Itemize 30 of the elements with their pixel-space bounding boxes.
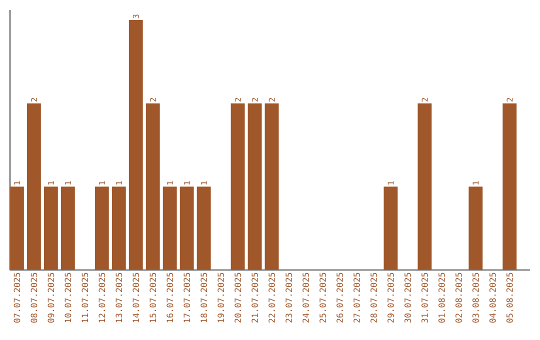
x-tick-label: 07.07.2025 [14, 272, 20, 323]
x-tick-label: 15.07.2025 [150, 272, 156, 322]
x-tick-label: 27.07.2025 [354, 272, 360, 323]
x-tick-label: 17.07.2025 [184, 272, 190, 322]
x-tick-label: 11.07.2025 [82, 272, 88, 322]
x-tick-label: 24.07.2025 [302, 272, 309, 323]
x-tick-label: 16.07.2025 [166, 272, 174, 322]
x-tick-label: 02.08.2025 [455, 272, 462, 323]
x-tick-label: 12.07.2025 [98, 272, 106, 322]
x-tick-label: 10.07.2025 [64, 272, 72, 322]
x-tick-label: 20.07.2025 [234, 272, 242, 323]
x-tick-label: 18.07.2025 [200, 272, 208, 322]
x-tick-label: 22.07.2025 [268, 272, 275, 323]
x-tick-label: 05.08.2025 [506, 272, 513, 323]
x-tick-label: 19.07.2025 [218, 272, 224, 322]
x-tick-label: 03.08.2025 [472, 272, 479, 323]
x-tick-label: 21.07.2025 [252, 272, 258, 323]
x-tick-label: 23.07.2025 [286, 272, 292, 323]
x-tick-label: 26.07.2025 [336, 272, 343, 323]
x-tick-label: 25.07.2025 [320, 272, 326, 323]
x-tick-label: 30.07.2025 [404, 272, 411, 323]
x-tick-label: 29.07.2025 [388, 272, 394, 323]
x-tick-label: 31.07.2025 [421, 272, 428, 323]
x-tick-label: 13.07.2025 [116, 272, 122, 322]
x-tick-label: 08.07.2025 [30, 272, 38, 323]
x-tick-label: 01.08.2025 [438, 272, 445, 323]
x-tick-label: 28.07.2025 [370, 272, 377, 323]
x-tick-label: 14.07.2025 [132, 272, 140, 322]
x-tick-label: 04.08.2025 [489, 272, 496, 323]
x-tick-label: 09.07.2025 [48, 272, 54, 323]
